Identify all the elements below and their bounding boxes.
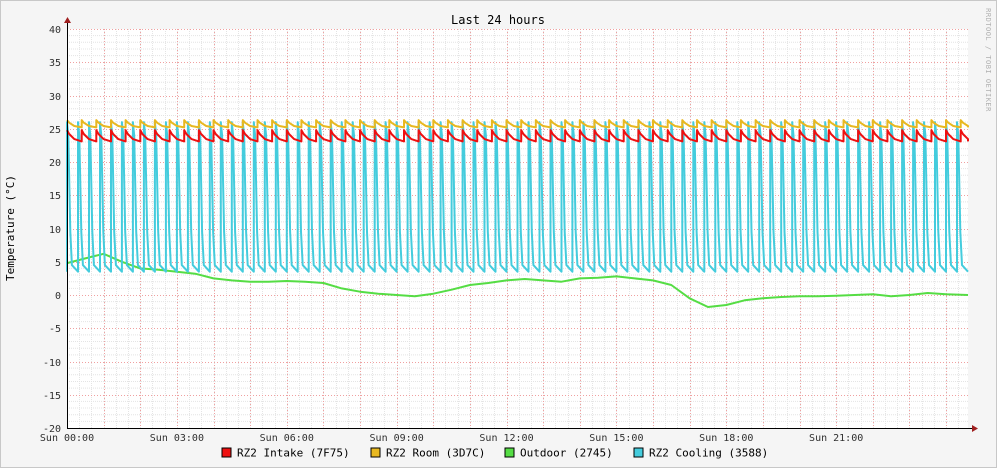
legend-label: RZ2 Intake (7F75) [237,447,350,460]
x-tick-labels: Sun 00:00 Sun 03:00 Sun 06:00 Sun 09:00 Sun … [40,433,863,444]
axes [64,17,978,432]
y-axis-arrow-icon [64,17,71,23]
legend-swatch [504,447,515,458]
y-tick-label: 0 [55,291,61,302]
legend: RZ2 Intake (7F75) RZ2 Room (3D7C) Outdoor … [221,447,768,460]
x-tick-label: Sun 00:00 [40,433,94,444]
x-tick-label: Sun 15:00 [589,433,643,444]
series-room-line [66,119,969,129]
series-layer [66,119,969,308]
legend-item-cooling: RZ2 Cooling (3588) [633,447,768,460]
x-tick-label: Sun 06:00 [260,433,314,444]
grid [67,29,968,429]
y-tick-label: 30 [49,92,61,103]
y-tick-labels: 40 35 30 25 20 15 10 5 0 -5 -10 -15 -20 [43,25,61,435]
legend-label: RZ2 Room (3D7C) [386,447,485,460]
legend-swatch [221,447,232,458]
x-axis-arrow-icon [972,425,978,432]
series-intake-line [66,129,969,143]
rrdtool-watermark: RRDTOOL / TOBI OETIKER [984,8,992,112]
x-tick-label: Sun 21:00 [809,433,863,444]
x-tick-label: Sun 18:00 [699,433,753,444]
x-tick-label: Sun 09:00 [370,433,424,444]
x-tick-label: Sun 12:00 [479,433,533,444]
y-tick-label: 40 [49,25,61,36]
y-axis-label: Temperature (°C) [4,175,17,281]
legend-item-outdoor: Outdoor (2745) [504,447,613,460]
x-tick-label: Sun 03:00 [150,433,204,444]
legend-swatch [370,447,381,458]
legend-item-room: RZ2 Room (3D7C) [370,447,485,460]
y-tick-label: 10 [49,225,61,236]
legend-label: RZ2 Cooling (3588) [649,447,768,460]
y-tick-label: -5 [49,324,61,335]
y-tick-label: -15 [43,391,61,402]
legend-label: Outdoor (2745) [520,447,613,460]
y-tick-label: 20 [49,158,61,169]
y-tick-label: 5 [55,258,61,269]
legend-swatch [633,447,644,458]
y-tick-label: -10 [43,358,61,369]
y-tick-label: 25 [49,125,61,136]
y-tick-label: 15 [49,191,61,202]
chart-title: Last 24 hours [451,13,545,27]
legend-item-intake: RZ2 Intake (7F75) [221,447,350,460]
series-outdoor-line [66,252,969,308]
y-tick-label: 35 [49,58,61,69]
y-tick-label: -20 [43,424,61,435]
